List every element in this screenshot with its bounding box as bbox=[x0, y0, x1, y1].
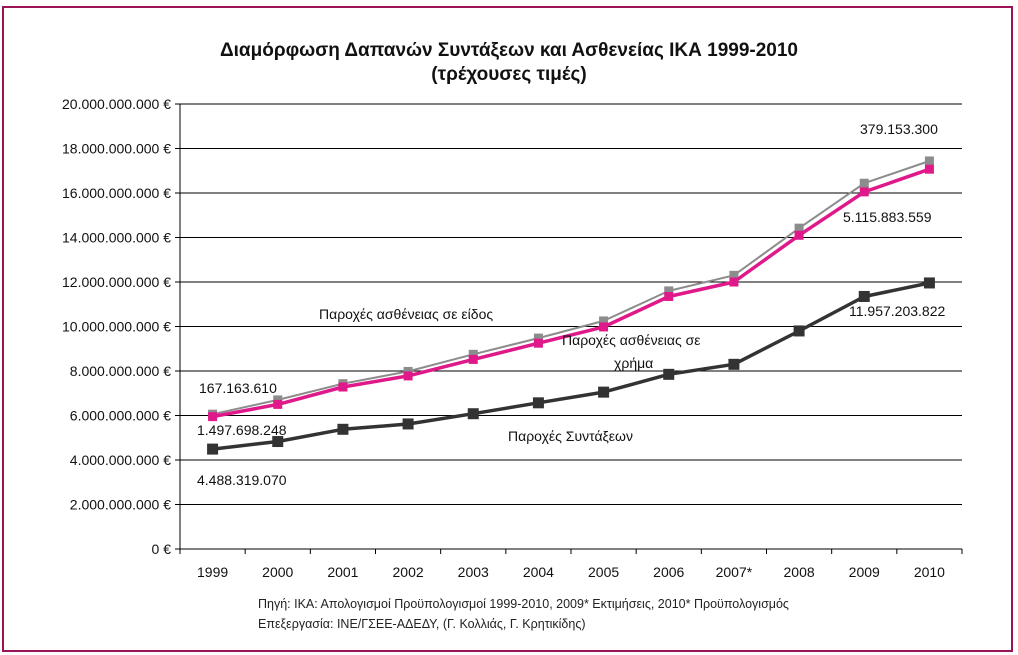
label-cash-line1: Παροχές ασθένειας σε bbox=[562, 332, 701, 348]
data-point-total bbox=[664, 286, 674, 296]
y-tick-label: 12.000.000.000 € bbox=[62, 274, 171, 290]
y-tick-label: 20.000.000.000 € bbox=[62, 96, 171, 112]
data-point-pensions bbox=[467, 408, 479, 420]
data-point-pensions bbox=[663, 368, 675, 380]
label-pensions: Παροχές Συντάξεων bbox=[508, 428, 633, 444]
x-tick-label: 2007* bbox=[716, 564, 753, 580]
x-tick-label: 2010 bbox=[914, 564, 945, 580]
x-tick-label: 2002 bbox=[393, 564, 424, 580]
data-point-total bbox=[729, 270, 739, 280]
y-tick-label: 0 € bbox=[152, 541, 172, 557]
data-point-pensions bbox=[272, 436, 284, 448]
data-point-sickness bbox=[208, 412, 218, 422]
series-line-total bbox=[212, 160, 930, 416]
data-point-total bbox=[468, 349, 478, 359]
y-tick-label: 6.000.000.000 € bbox=[70, 408, 171, 424]
data-point-sickness bbox=[468, 354, 478, 364]
x-tick-label: 2003 bbox=[458, 564, 489, 580]
label-kind: Παροχές ασθένειας σε είδος bbox=[319, 306, 493, 322]
data-point-pensions bbox=[598, 386, 610, 398]
data-point-sickness bbox=[533, 338, 543, 348]
series-line-sickness bbox=[212, 167, 930, 419]
data-point-total bbox=[924, 156, 934, 166]
y-tick-label: 16.000.000.000 € bbox=[62, 185, 171, 201]
label-cash-line2: χρήμα bbox=[614, 355, 653, 371]
data-point-sickness bbox=[338, 382, 348, 392]
data-point-sickness bbox=[794, 230, 804, 240]
chart-frame bbox=[2, 6, 1013, 652]
x-tick-label: 2008 bbox=[784, 564, 815, 580]
value-cash-2010: 379.153.300 bbox=[860, 121, 938, 137]
data-point-total bbox=[533, 333, 543, 343]
source-note: Πηγή: ΙΚΑ: Απολογισμοί Προϋπολογισμοί 19… bbox=[258, 597, 789, 611]
y-tick-label: 14.000.000.000 € bbox=[62, 230, 171, 246]
x-tick-label: 2001 bbox=[327, 564, 358, 580]
data-point-pensions bbox=[923, 277, 935, 289]
x-tick-label: 1999 bbox=[197, 564, 228, 580]
chart-title: Διαμόρφωση Δαπανών Συντάξεων και Ασθενεί… bbox=[219, 40, 798, 61]
data-point-sickness bbox=[859, 187, 869, 197]
data-point-total bbox=[859, 178, 869, 188]
data-point-sickness bbox=[729, 277, 739, 287]
data-point-pensions bbox=[793, 325, 805, 337]
value-kind-1999: 1.497.698.248 bbox=[197, 422, 287, 438]
x-tick-label: 2004 bbox=[523, 564, 554, 580]
x-tick-label: 2009 bbox=[849, 564, 880, 580]
data-point-pensions bbox=[337, 423, 349, 435]
y-tick-label: 2.000.000.000 € bbox=[70, 497, 171, 513]
x-tick-label: 2006 bbox=[653, 564, 684, 580]
y-tick-label: 18.000.000.000 € bbox=[62, 141, 171, 157]
x-tick-label: 2005 bbox=[588, 564, 619, 580]
series-line-pensions bbox=[212, 281, 930, 451]
data-point-pensions bbox=[207, 443, 219, 455]
value-cash-1999: 167.163.610 bbox=[199, 380, 277, 396]
value-pensions-2010: 11.957.203.822 bbox=[849, 303, 945, 319]
data-point-pensions bbox=[728, 358, 740, 370]
processing-note: Επεξεργασία: ΙΝΕ/ΓΣΕΕ-ΑΔΕΔΥ, (Γ. Κολλιάς… bbox=[258, 617, 586, 631]
data-point-pensions bbox=[402, 418, 414, 430]
value-pensions-1999: 4.488.319.070 bbox=[197, 472, 287, 488]
y-tick-label: 8.000.000.000 € bbox=[70, 363, 171, 379]
data-point-sickness bbox=[403, 371, 413, 381]
data-point-sickness bbox=[599, 322, 609, 332]
data-point-sickness bbox=[924, 164, 934, 174]
data-point-total bbox=[599, 316, 609, 326]
data-point-pensions bbox=[532, 397, 544, 409]
data-point-pensions bbox=[858, 290, 870, 302]
data-point-total bbox=[794, 223, 804, 233]
value-kind-2010: 5.115.883.559 bbox=[843, 209, 932, 225]
x-tick-label: 2000 bbox=[262, 564, 293, 580]
data-point-sickness bbox=[273, 399, 283, 409]
y-tick-label: 4.000.000.000 € bbox=[70, 452, 171, 468]
y-tick-label: 10.000.000.000 € bbox=[62, 319, 171, 335]
chart-subtitle: (τρέχουσες τιμές) bbox=[431, 64, 587, 85]
data-point-sickness bbox=[664, 291, 674, 301]
